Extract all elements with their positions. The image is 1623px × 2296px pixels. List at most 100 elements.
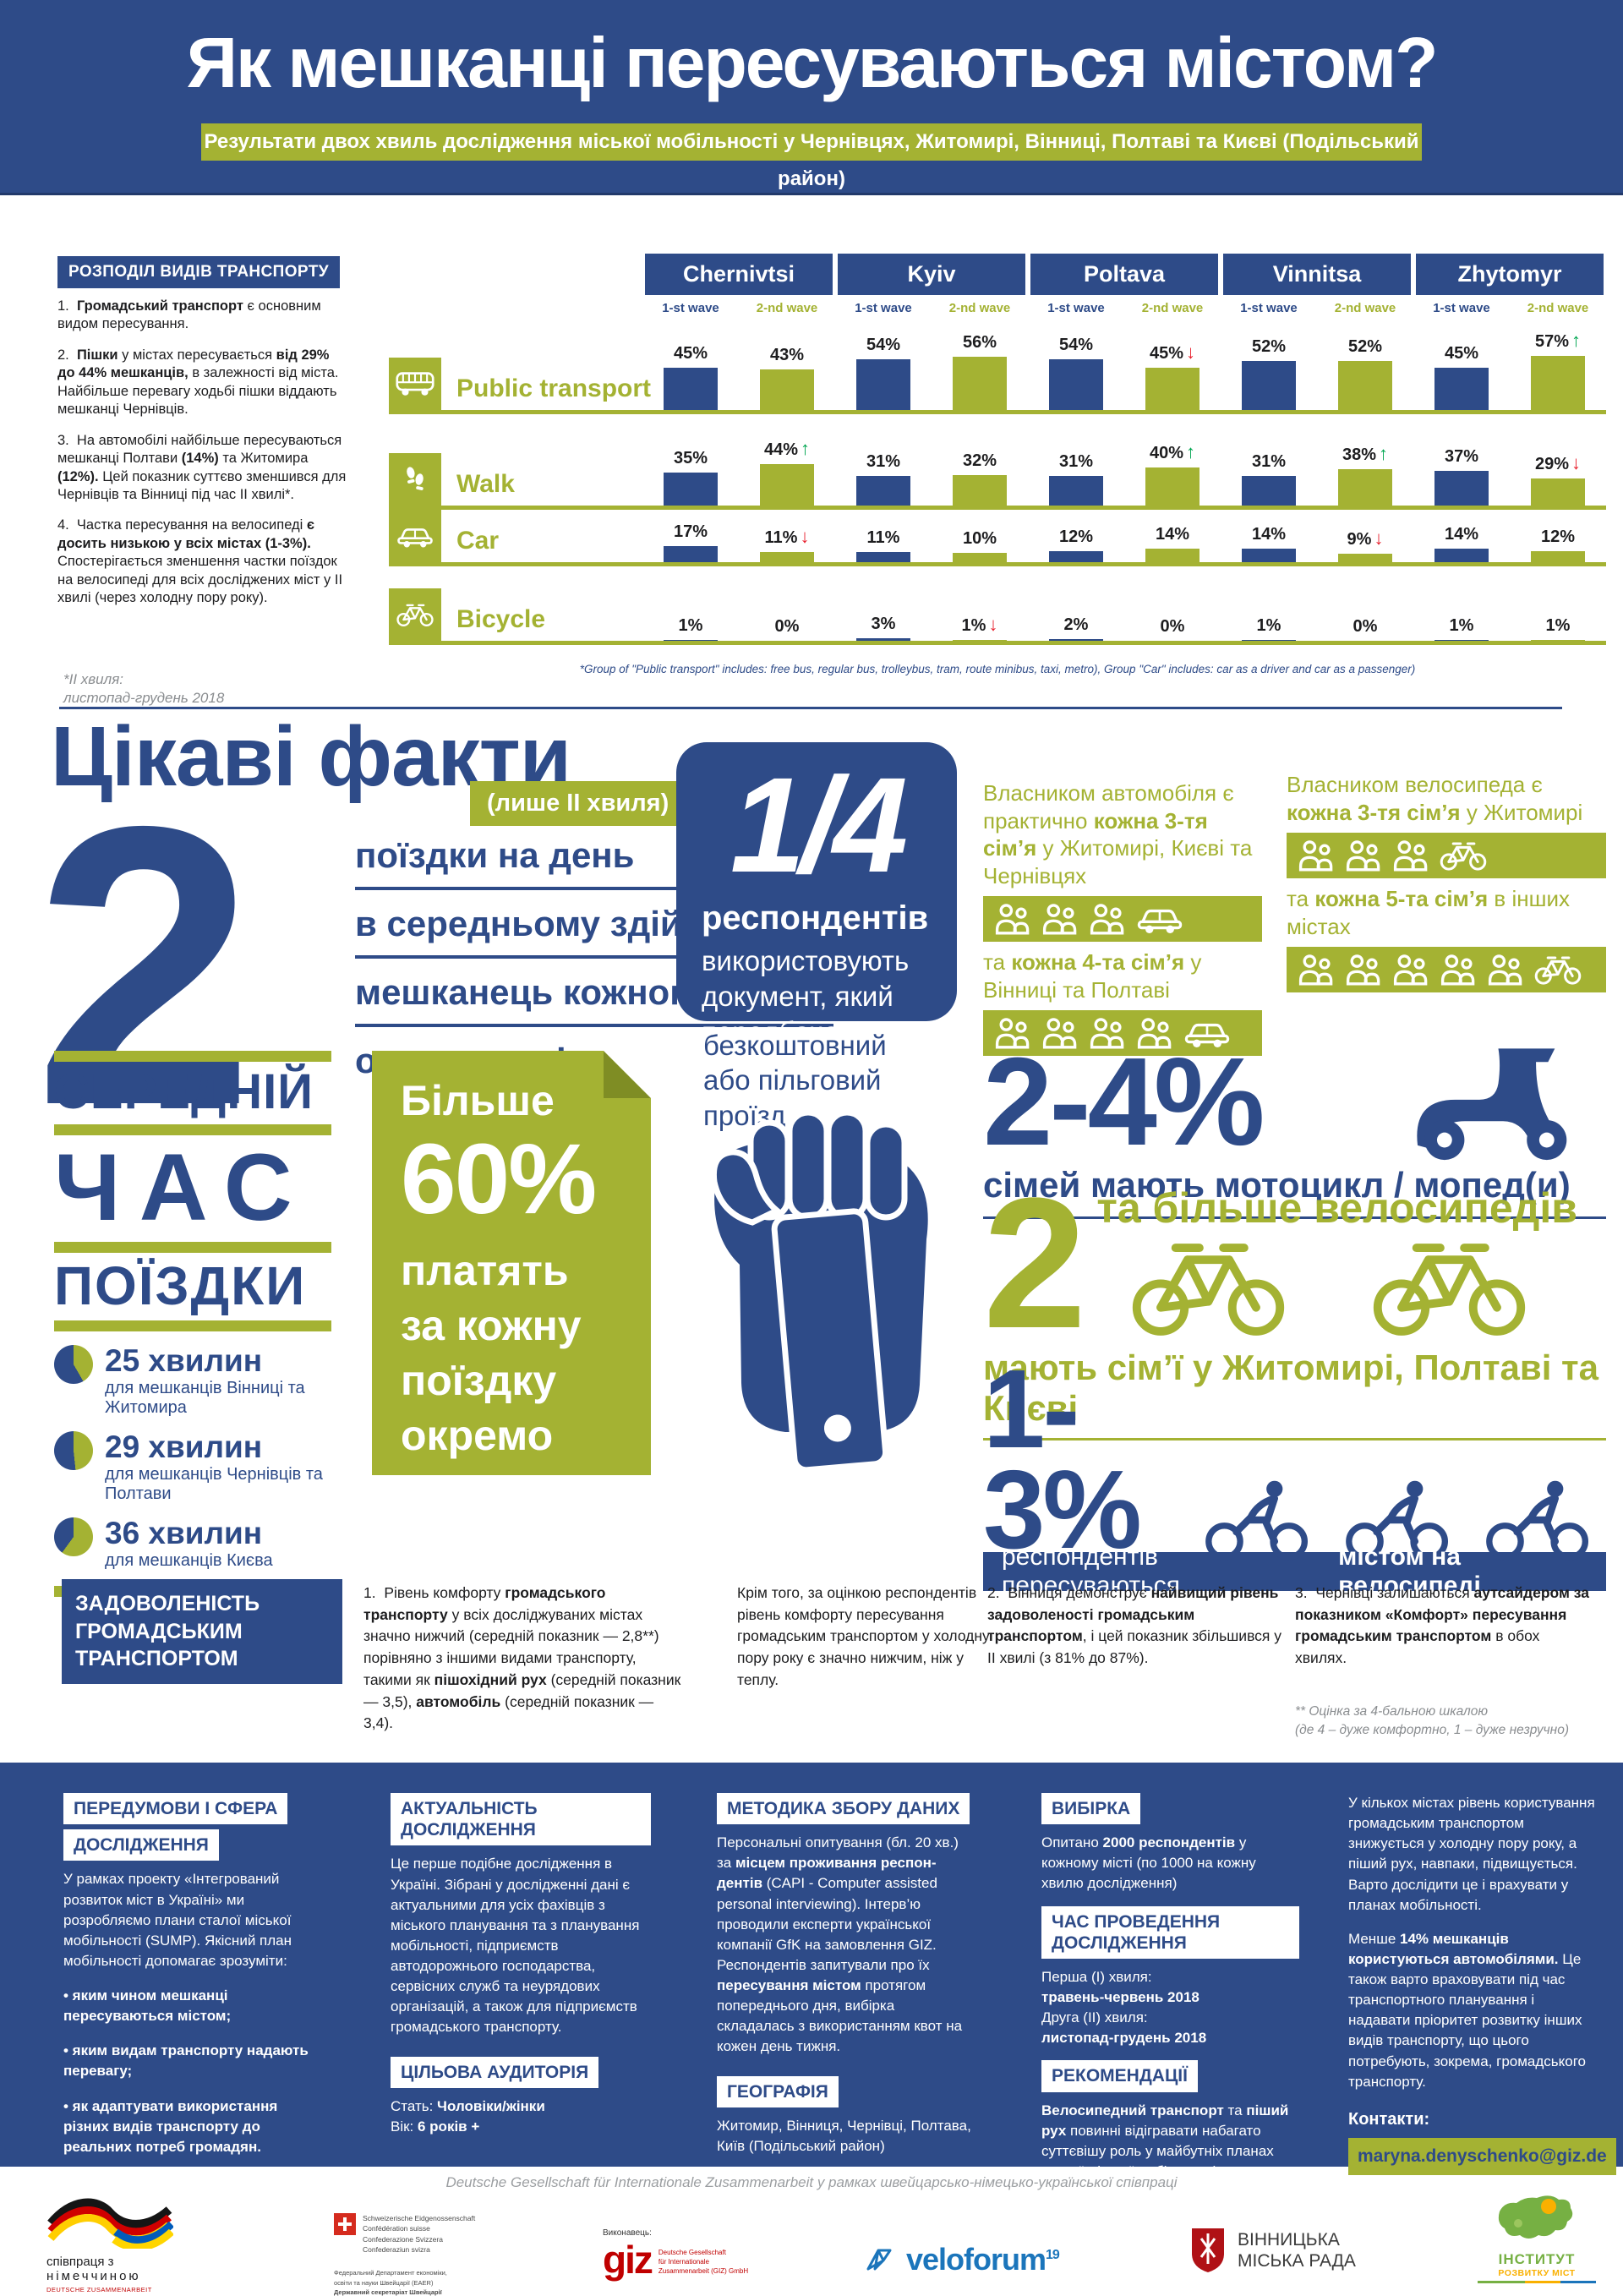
wave2-bar [953,639,1007,641]
section-divider [59,707,1562,709]
avg-time-item: 36 хвилин для мешканців Києва [54,1517,331,1571]
panel-header: ЦІЛЬОВА АУДИТОРІЯ [391,2056,599,2088]
family-icon [1297,953,1336,987]
chart-row: Bicycle 1% 0% 3% 1% ↓ 2% 0% 1% 0% 1% 1% [389,566,1606,645]
chart-cell: 57% ↑ [1510,317,1606,410]
wave2-bar [1531,639,1585,641]
logo-text: Confédération suisse [363,2224,430,2233]
wave2-bar [1145,467,1199,506]
chart-cell: 45% [642,317,739,410]
city-header: Kyiv [838,254,1025,295]
bus-icon [389,358,441,410]
logo-text: Федеральний Департамент економіки, освіти… [334,2269,447,2296]
chart-cell: 45% ↓ [1124,317,1221,410]
page-subtitle: Результати двох хвиль дослідження місько… [201,123,1422,190]
wave1-bar [1242,639,1296,641]
cyclists-caption: респондентів пересуваються містом на вел… [983,1543,1606,1599]
wave-label: 2-nd wave [1141,301,1204,315]
avg-minutes: 36 хвилин [105,1516,263,1550]
wave2-bar [953,552,1007,562]
pay-percent: 60% [401,1123,597,1235]
logo-text: DEUTSCHE ZUSAMMENARBEIT [46,2286,152,2293]
wave2-bar [760,369,814,410]
trend-down-arrow: ↓ [1374,527,1384,549]
wave2-bar [760,551,814,562]
value-label: 29% ↓ [1534,451,1582,473]
panel-text: Персональні опитування (бл. 20 хв.) за м… [717,1834,963,2055]
pie-chart-icon [54,1517,93,1556]
value-label: 35% [673,448,708,467]
value-label: 45% ↓ [1149,341,1196,363]
chart-cell: 2% [1028,566,1124,641]
car-ownership-text-2: та кожна 4-та сім’я у Вінниці та Полтаві [983,949,1202,1003]
cyclists-percent: 1-3% [983,1347,1142,1572]
wave1-bar [856,358,910,410]
chart-cell: 12% [1510,510,1606,562]
family-icon [1344,953,1383,987]
panel-col-relevance: АКТУАЛЬНІСТЬ ДОСЛІДЖЕННЯ Це перше подібн… [391,1793,651,2149]
chart-cell: 54% [1028,317,1124,410]
row-label: Car [456,527,500,555]
chart-cell: 44% ↑ [739,414,835,506]
panel-col-conclusions: У кількох містах рівень користування гро… [1348,1793,1616,2175]
chart-cell: 1% [642,566,739,641]
chart-cell: 10% [932,510,1028,562]
chart-rows: Public transport 45% 43% 54% 56% 54% 45% ↓ 52% 52… [389,317,1606,645]
logo-text: ІНСТИТУТ [1498,2251,1576,2267]
hand-ticket-icon [710,1109,928,1473]
german-cooperation-logo: співпраця з німеччиною DEUTSCHE ZUSAMMEN… [46,2196,207,2293]
wave-label: 2-nd wave [948,301,1011,315]
panel-text: Велосипедний транспорт та піший рух пови… [1041,2102,1289,2179]
family-icon [1297,839,1336,872]
bike-ownership-text-2: та кожна 5-та сім’я в інших містах [1287,886,1570,939]
avg-word-2: ЧАС [54,1134,311,1240]
chart-cell: 29% ↓ [1510,414,1606,506]
vinnytsia-emblem-icon [1192,2228,1224,2272]
swiss-confederation-logo: Schweizerische Eidgenossenschaft Confédé… [334,2213,511,2296]
chart-cell: 37% [1413,414,1510,506]
urban-development-institute-logo: ІНСТИТУТ РОЗВИТКУ МІСТ [1478,2191,1596,2283]
quarter-number: 1/4 [730,749,908,900]
chart-cell: 14% [1413,510,1510,562]
two-bikes-caption: та більше велосипедів [1096,1184,1577,1232]
chart-cell: 11% ↓ [739,510,835,562]
panel-header: ПЕРЕДУМОВИ І СФЕРА [63,1793,288,1825]
chart-cell: 45% [1413,317,1510,410]
trend-up-arrow: ↑ [1571,330,1582,352]
wave-label: 1-st wave [855,301,912,315]
avg-desc: для мешканців Києва [105,1551,273,1570]
quarter-text-overflow: безкоштовний або пільговий проїзд [703,1030,887,1131]
chart-cell: 31% [1028,414,1124,506]
chart-cell: 17% [642,510,739,562]
methodology-panel: ПЕРЕДУМОВИ І СФЕРА ДОСЛІДЖЕННЯ У рамках … [0,1763,1623,2179]
chart-cell: 1% [1413,566,1510,641]
trips-line: мешканець кожного з [355,972,833,1027]
trend-down-arrow: ↓ [800,525,810,547]
value-label: 14% [1444,525,1479,544]
panel-text: Стать: Чоловіки/жінки Вік: 6 років + [391,2097,545,2135]
veloforum-logo: veloforum19 [864,2242,1060,2277]
row-label: Bicycle [456,605,546,633]
pay-word: Більше [401,1077,555,1124]
satisfaction-footnote: ** Оцінка за 4-бальною шкалою (де 4 – ду… [1295,1704,1569,1738]
modal-split-notes: 1. Громадський транспорт є основним видо… [57,298,349,620]
bicycle-icon [1096,1236,1320,1337]
value-label: 38% ↑ [1342,443,1389,465]
car-icon [1135,903,1184,935]
car-icon [389,510,441,562]
value-label: 45% [673,343,708,363]
contact-email[interactable]: maryna.denyschenko@giz.de [1348,2138,1616,2175]
wave2-bar [1145,549,1199,562]
logo-text: Виконавець: [603,2228,652,2238]
value-label: 56% [962,333,997,353]
chart-cell: 14% [1124,510,1221,562]
wave1-bar [1049,550,1103,562]
satisfaction-col-2: Крім того, за оцінкою респондентів рівен… [737,1584,990,1688]
wave2-bar [1338,469,1392,506]
pie-chart-icon [54,1431,93,1470]
wave-label: 1-st wave [1240,301,1298,315]
panel-text: Житомир, Вінниця, Чернівці, Полтава, Киї… [717,2117,971,2154]
wave1-bar [1242,360,1296,410]
chart-cell: 3% [835,566,932,641]
